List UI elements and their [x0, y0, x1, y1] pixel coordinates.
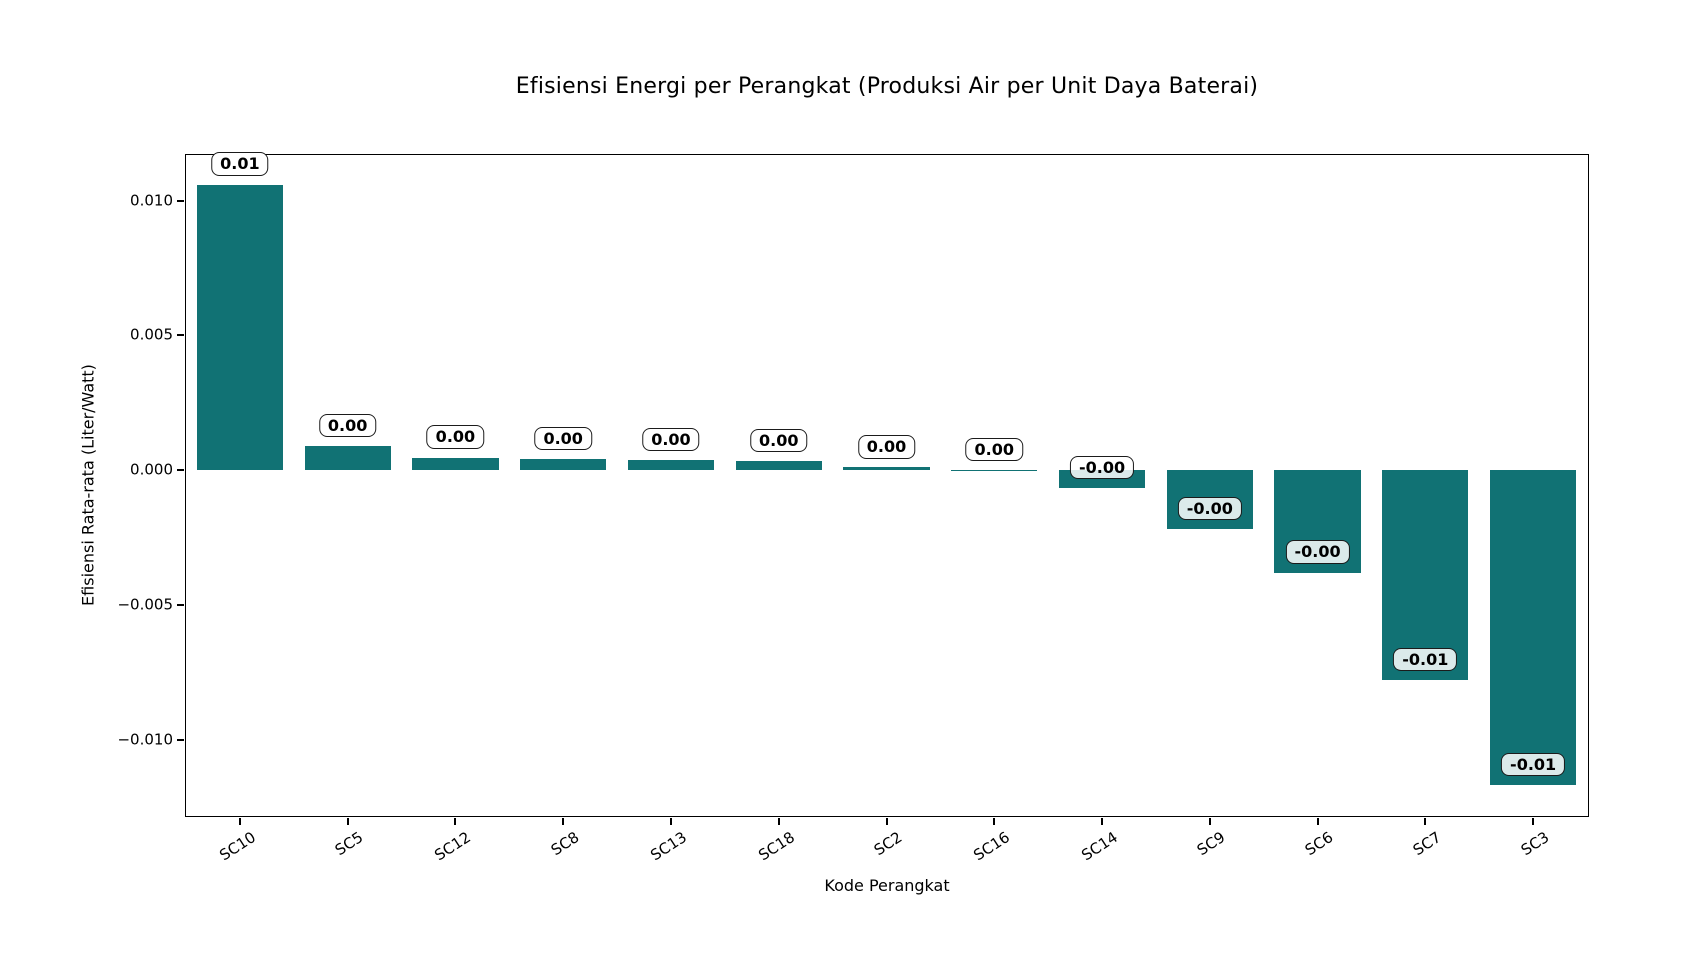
- bar-value-label: -0.01: [1393, 648, 1458, 672]
- y-axis-tick: [177, 334, 184, 337]
- x-axis-tick: [1316, 818, 1319, 825]
- bar-SC2: [843, 467, 930, 471]
- bar-value-label: -0.01: [1501, 753, 1566, 777]
- x-tick-label-SC10: SC10: [216, 828, 259, 865]
- bar-value-label: -0.00: [1069, 455, 1135, 479]
- y-tick-label: −0.010: [117, 730, 173, 749]
- y-axis-tick: [177, 469, 184, 472]
- x-tick-label-SC8: SC8: [547, 828, 583, 860]
- bar-value-label: -0.00: [1285, 540, 1350, 564]
- y-tick-label: 0.000: [130, 460, 173, 479]
- bar-SC7: [1382, 470, 1469, 681]
- x-tick-label-SC3: SC3: [1517, 828, 1552, 860]
- bar-value-label: 0.01: [211, 152, 269, 176]
- x-tick-label-SC16: SC16: [970, 828, 1014, 865]
- x-axis-tick: [346, 818, 349, 825]
- y-tick-label: 0.005: [130, 326, 173, 345]
- bar-SC3: [1490, 470, 1577, 786]
- y-tick-label: 0.010: [130, 191, 173, 210]
- bar-SC10: [196, 184, 283, 471]
- x-axis-tick: [1532, 818, 1535, 825]
- bar-value-label: 0.00: [749, 428, 808, 452]
- bar-value-label: 0.00: [534, 426, 592, 450]
- x-axis-tick: [1208, 818, 1211, 825]
- bar-value-label: 0.00: [965, 437, 1024, 461]
- x-axis-tick: [562, 818, 565, 825]
- y-tick-label: −0.005: [117, 595, 173, 614]
- x-axis-label: Kode Perangkat: [824, 876, 950, 895]
- x-axis-tick: [993, 818, 996, 825]
- bar-value-label: 0.00: [642, 427, 700, 451]
- bar-value-label: -0.00: [1177, 497, 1242, 521]
- x-tick-label-SC6: SC6: [1301, 828, 1337, 860]
- x-axis-tick: [885, 818, 888, 825]
- x-tick-label-SC9: SC9: [1194, 828, 1229, 860]
- bar-SC18: [735, 460, 822, 471]
- bar-value-label: 0.00: [318, 413, 377, 437]
- x-axis-tick: [669, 818, 672, 825]
- x-axis-tick: [1424, 818, 1427, 825]
- y-axis-tick: [177, 603, 184, 606]
- bar-SC5: [304, 445, 391, 471]
- bar-value-label: 0.00: [426, 425, 485, 449]
- y-axis-label: Efisiensi Rata-rata (Liter/Watt): [78, 364, 98, 606]
- x-tick-label-SC18: SC18: [754, 828, 798, 865]
- x-tick-label-SC5: SC5: [331, 828, 367, 860]
- x-tick-label-SC14: SC14: [1078, 828, 1121, 865]
- y-axis-tick: [177, 738, 184, 741]
- x-tick-label-SC2: SC2: [870, 828, 906, 860]
- bar-value-label: 0.00: [857, 435, 916, 459]
- x-axis-tick: [454, 818, 457, 825]
- bar-SC12: [412, 457, 499, 471]
- x-axis-tick: [777, 818, 780, 825]
- plot-area: 0.010 0.005 0.000 −0.005 −0.010 0.01 SC10 0.00 S…: [117, 152, 1589, 864]
- y-axis-tick: [177, 199, 184, 202]
- x-axis-tick: [238, 818, 241, 825]
- bar-SC13: [627, 459, 715, 471]
- x-tick-label-SC12: SC12: [431, 828, 475, 865]
- x-tick-label-SC13: SC13: [647, 828, 690, 865]
- x-axis-tick: [1101, 818, 1104, 825]
- x-tick-label-SC7: SC7: [1409, 828, 1445, 860]
- chart-title: Efisiensi Energi per Perangkat (Produksi…: [515, 74, 1259, 99]
- bar-SC8: [520, 458, 607, 471]
